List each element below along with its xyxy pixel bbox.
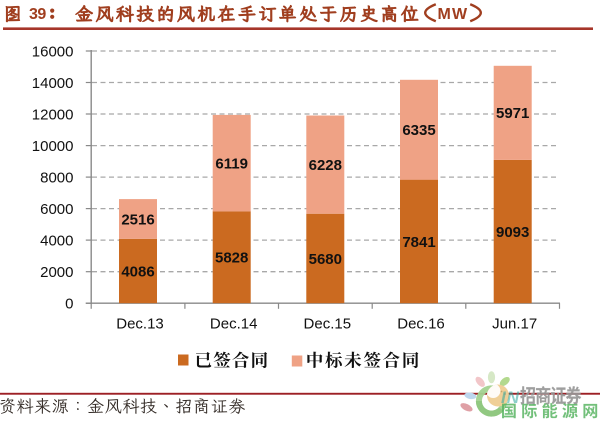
svg-text:0: 0 bbox=[65, 296, 73, 313]
svg-text:9093: 9093 bbox=[496, 224, 529, 241]
svg-text:MW: MW bbox=[438, 6, 469, 23]
svg-text:Dec.16: Dec.16 bbox=[397, 316, 445, 333]
svg-text:IN: IN bbox=[501, 388, 520, 407]
svg-text:2516: 2516 bbox=[121, 211, 154, 228]
svg-text:Dec.14: Dec.14 bbox=[210, 316, 258, 333]
svg-text:Dec.15: Dec.15 bbox=[304, 316, 352, 333]
svg-text:4000: 4000 bbox=[40, 233, 73, 250]
svg-text:6119: 6119 bbox=[215, 156, 248, 173]
svg-text:5971: 5971 bbox=[496, 105, 529, 122]
svg-text:Dec.13: Dec.13 bbox=[116, 316, 164, 333]
svg-text:6335: 6335 bbox=[402, 122, 435, 139]
svg-text:6228: 6228 bbox=[309, 157, 342, 174]
svg-text:7841: 7841 bbox=[402, 234, 435, 251]
svg-text:6000: 6000 bbox=[40, 201, 73, 218]
svg-text:12000: 12000 bbox=[32, 107, 74, 124]
svg-text:39: 39 bbox=[29, 6, 46, 23]
svg-text:5828: 5828 bbox=[215, 250, 248, 267]
svg-text:10000: 10000 bbox=[32, 138, 74, 155]
svg-text:5680: 5680 bbox=[309, 251, 342, 268]
svg-text:4086: 4086 bbox=[121, 263, 154, 280]
svg-text:Jun.17: Jun.17 bbox=[492, 316, 537, 333]
svg-text:16000: 16000 bbox=[32, 43, 74, 60]
svg-text:14000: 14000 bbox=[32, 75, 74, 92]
svg-text:2000: 2000 bbox=[40, 264, 73, 281]
svg-text:8000: 8000 bbox=[40, 170, 73, 187]
